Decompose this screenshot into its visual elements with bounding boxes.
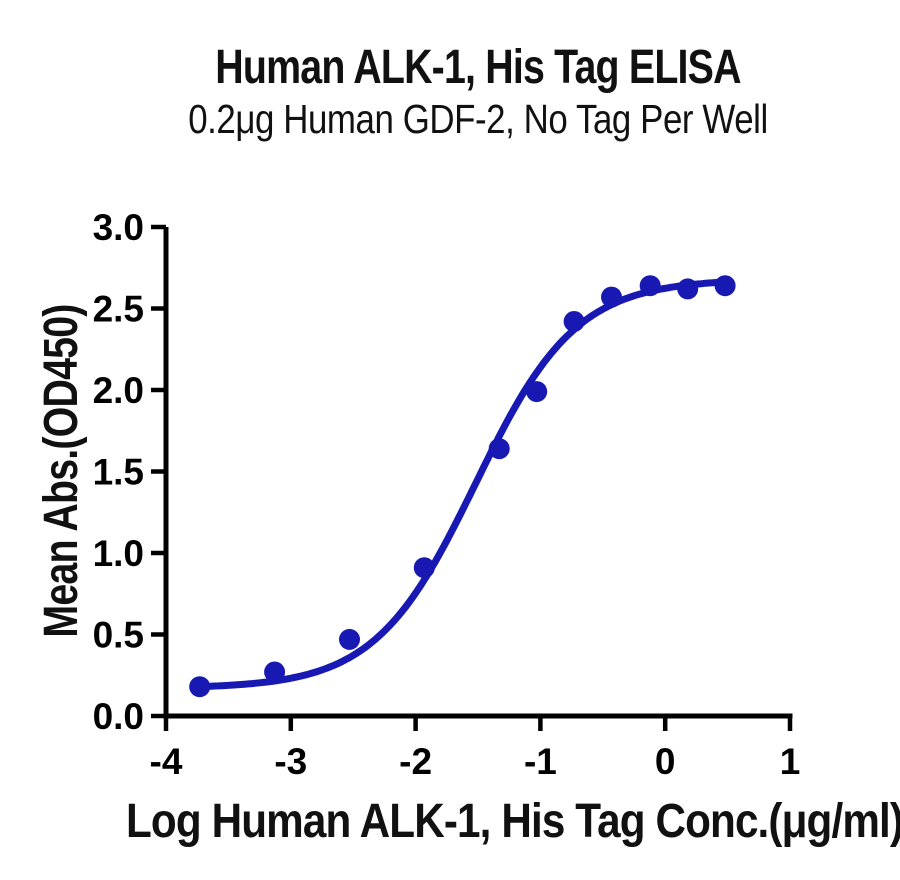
data-point [563,311,585,332]
x-tick-label: -2 [399,741,432,782]
x-tick-label: 1 [780,741,801,782]
y-tick-label: 0.5 [93,615,144,656]
y-tick-label: 3.0 [93,207,144,248]
x-axis-label: Log Human ALK-1, His Tag Conc.(μg/ml) [126,795,900,848]
fit-curve [196,278,728,691]
y-tick-label: 1.0 [93,533,144,574]
data-point [189,676,211,698]
y-tick-label: 0.0 [93,696,144,737]
y-tick-label: 2.5 [93,289,144,330]
y-tick-label: 2.0 [93,370,144,411]
data-point [601,286,622,308]
data-point [639,275,661,297]
chart-subtitle: 0.2μg Human GDF-2, No Tag Per Well [188,96,768,142]
x-tick-label: -4 [150,741,183,782]
data-point [488,438,510,460]
data-point [526,381,548,403]
chart-title: Human ALK-1, His Tag ELISA [215,41,741,94]
data-point [677,278,699,300]
data-point [413,557,435,579]
data-point [714,275,736,297]
x-tick-label: -1 [524,741,557,782]
data-point [339,628,360,650]
x-tick-label: 0 [655,741,676,782]
data-point [264,661,286,683]
x-tick-label: -3 [274,741,307,782]
y-tick-label: 1.5 [93,452,144,493]
